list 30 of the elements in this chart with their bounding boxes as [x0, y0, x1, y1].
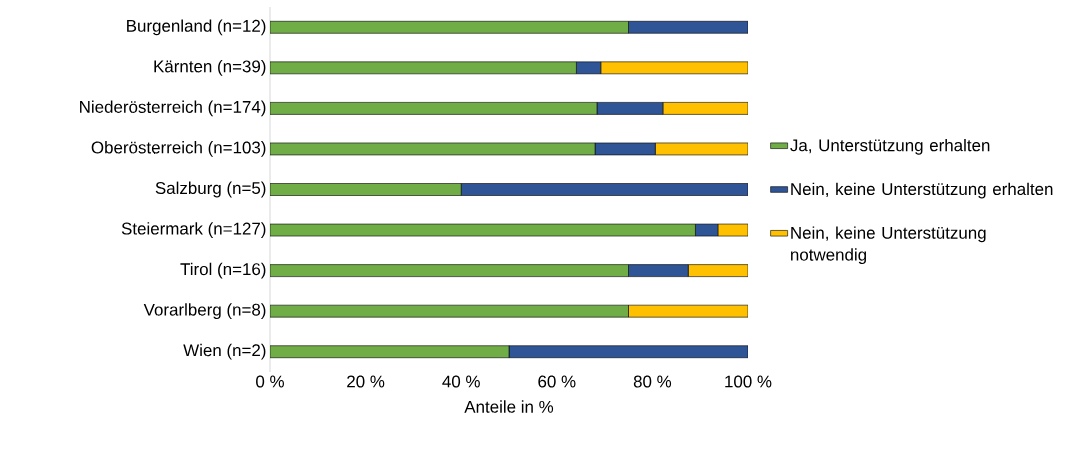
bar — [270, 61, 577, 75]
bar — [270, 102, 598, 115]
legend-label: Ja, Unterstützung erhalten — [790, 138, 990, 155]
bar — [460, 183, 749, 196]
bar — [628, 264, 689, 277]
y-tick-label: Tirol (n=16) — [180, 262, 266, 279]
legend-label: Nein, keine Unterstützung erhalten — [791, 182, 1053, 199]
y-tick-label: Salzburg (n=5) — [155, 181, 266, 198]
legend-label: Nein, keine Unterstützung notwendig — [791, 226, 986, 265]
bar — [628, 20, 749, 34]
x-tick-label: 40 % — [442, 375, 480, 388]
bar — [270, 264, 629, 277]
y-tick-label: Kärnten (n=39) — [154, 59, 266, 76]
y-tick-label: Steiermark (n=127) — [121, 222, 266, 238]
y-tick-label: Burgenland (n=12) — [127, 19, 266, 36]
y-tick-label: Niederösterreich (n=174) — [80, 100, 266, 117]
y-tick-label: Wien (n=2) — [183, 343, 266, 360]
x-tick-label: 0 % — [256, 375, 284, 388]
bar — [270, 183, 462, 196]
y-tick-label: Vorarlberg (n=8) — [143, 303, 266, 320]
y-tick-label: Oberösterreich (n=103) — [91, 141, 266, 157]
bar — [270, 345, 510, 359]
x-tick-label: 20 % — [347, 375, 385, 388]
x-tick-label: 80 % — [633, 375, 672, 388]
x-axis-title: Anteile in % — [464, 400, 554, 413]
x-tick-label: 100 % — [725, 375, 772, 388]
bar — [270, 20, 629, 34]
x-tick-label: 60 % — [538, 375, 576, 388]
bar — [508, 345, 749, 359]
bar — [270, 304, 629, 318]
